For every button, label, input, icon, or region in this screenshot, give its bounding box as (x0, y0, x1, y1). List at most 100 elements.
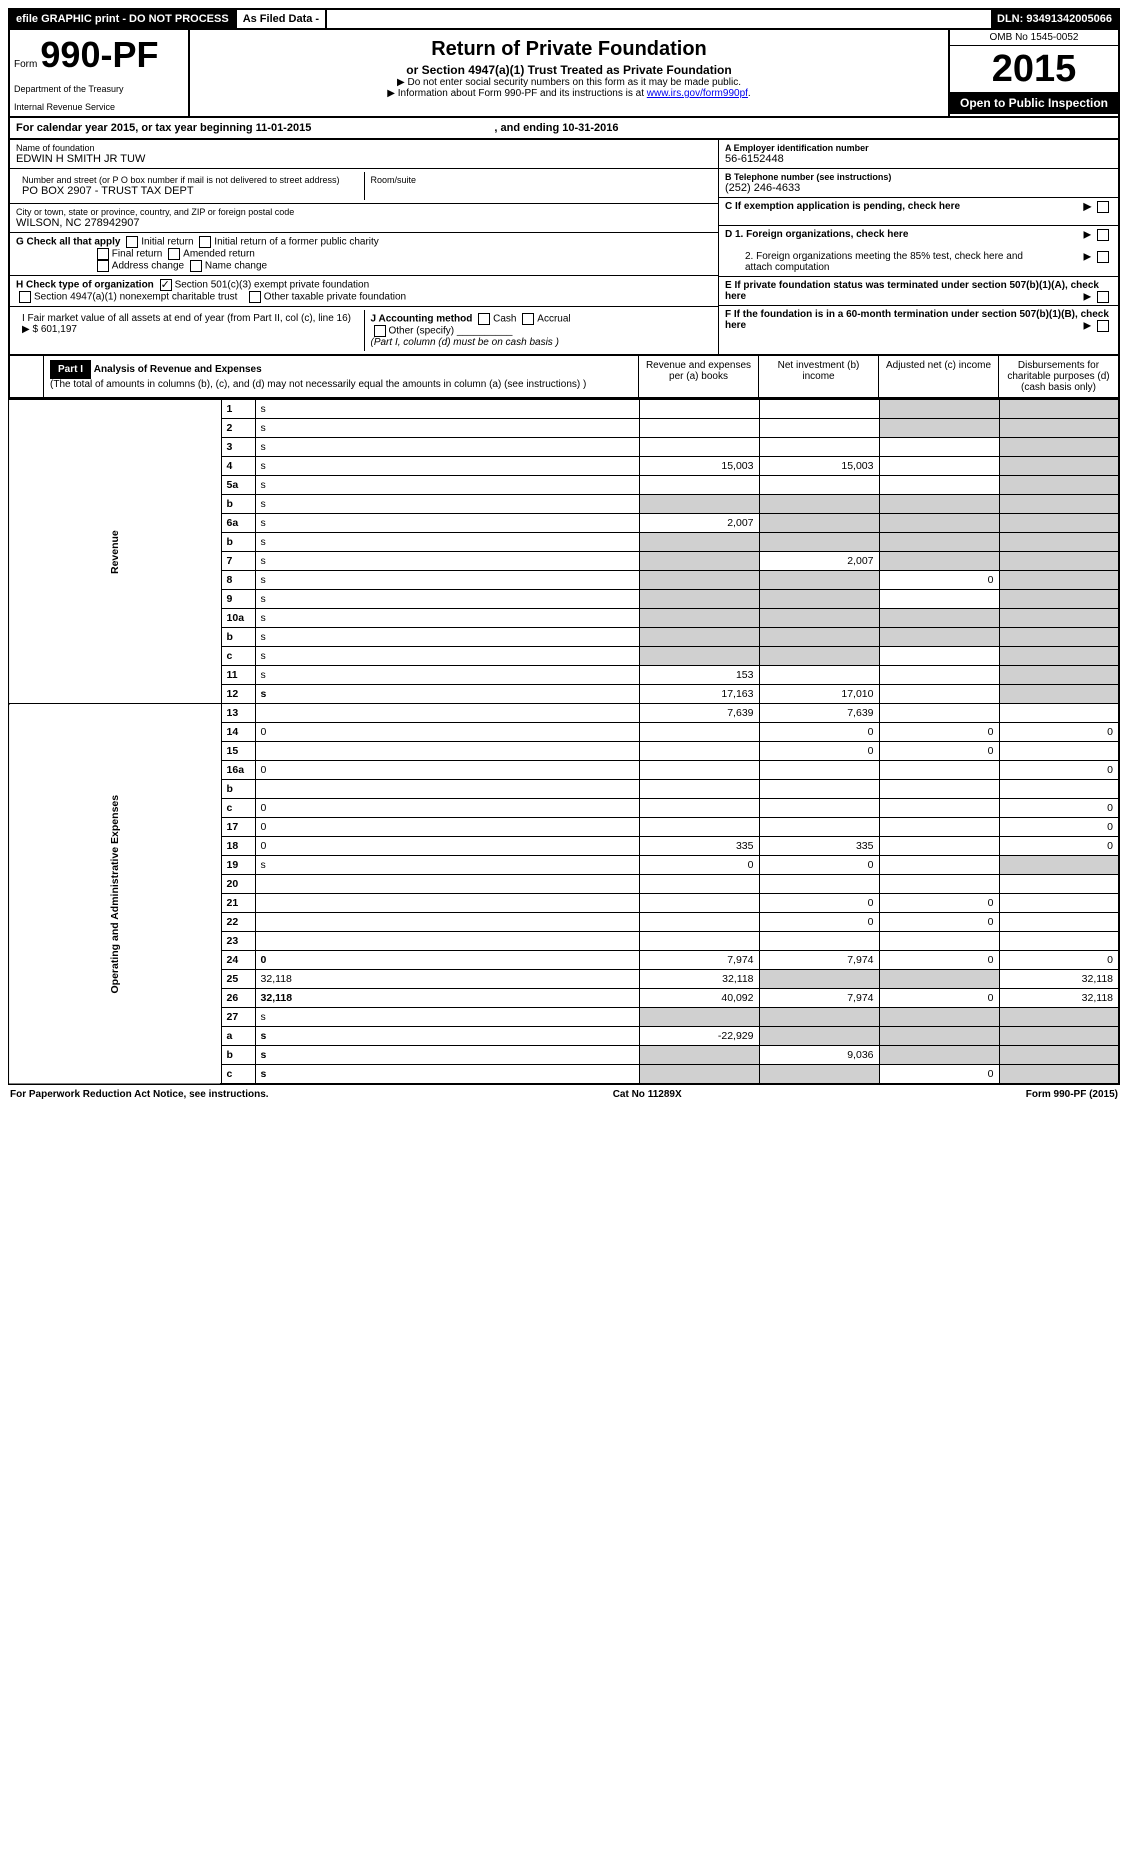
dln-label: DLN: (997, 13, 1023, 25)
cell-d (999, 780, 1119, 799)
cal-prefix: For calendar year 2015, or tax year begi… (16, 122, 256, 134)
cell-c (879, 856, 999, 875)
line-description (255, 875, 639, 894)
other-method-checkbox[interactable] (374, 325, 386, 337)
efile-topbar: efile GRAPHIC print - DO NOT PROCESS As … (8, 8, 1120, 30)
cell-b (759, 590, 879, 609)
cell-c (879, 875, 999, 894)
initial-return-checkbox[interactable] (126, 236, 138, 248)
line-description (255, 913, 639, 932)
amended-checkbox[interactable] (168, 248, 180, 260)
header-right: OMB No 1545-0052 2015 Open to Public Ins… (948, 30, 1118, 116)
ein-cell: A Employer identification number 56-6152… (719, 140, 1118, 169)
other-taxable-checkbox[interactable] (249, 291, 261, 303)
final-return-checkbox[interactable] (97, 248, 109, 260)
cell-a (639, 628, 759, 647)
line-number: 2 (221, 419, 255, 438)
line-description: s (255, 438, 639, 457)
cell-b (759, 495, 879, 514)
j-note: (Part I, column (d) must be on cash basi… (371, 337, 559, 348)
cell-b: 0 (759, 894, 879, 913)
cell-b (759, 780, 879, 799)
cell-d (999, 590, 1119, 609)
cell-b (759, 514, 879, 533)
line-number: 27 (221, 1008, 255, 1027)
line-number: 20 (221, 875, 255, 894)
cell-b: 335 (759, 837, 879, 856)
d2-checkbox[interactable] (1097, 251, 1109, 263)
line-description (255, 932, 639, 951)
tel-cell: B Telephone number (see instructions) (2… (719, 169, 1118, 198)
address-change-checkbox[interactable] (97, 260, 109, 272)
city-cell: City or town, state or province, country… (10, 204, 718, 233)
d1-checkbox[interactable] (1097, 229, 1109, 241)
e-cell: E If private foundation status was termi… (719, 277, 1118, 306)
e-checkbox[interactable] (1097, 291, 1109, 303)
street-address: PO BOX 2907 - TRUST TAX DEPT (22, 185, 358, 197)
line-description: s (255, 685, 639, 704)
line-description (255, 894, 639, 913)
cal-end: 10-31-2016 (562, 122, 618, 134)
cell-a: 7,974 (639, 951, 759, 970)
line-description: 0 (255, 723, 639, 742)
h-check-cell: H Check type of organization Section 501… (10, 276, 718, 307)
d2-label: 2. Foreign organizations meeting the 85%… (725, 251, 1035, 273)
line-description: s (255, 1027, 639, 1046)
j-col: J Accounting method Cash Accrual Other (… (365, 310, 713, 351)
line-description: 0 (255, 799, 639, 818)
form-prefix: Form (14, 59, 37, 70)
line-description: s (255, 590, 639, 609)
j-cash: Cash (493, 314, 516, 325)
line-description: s (255, 856, 639, 875)
cell-c (879, 628, 999, 647)
form-subtitle: or Section 4947(a)(1) Trust Treated as P… (196, 63, 942, 77)
f-cell: F If the foundation is in a 60-month ter… (719, 306, 1118, 334)
cell-c (879, 476, 999, 495)
accrual-checkbox[interactable] (522, 313, 534, 325)
line-number: 19 (221, 856, 255, 875)
line-number: 18 (221, 837, 255, 856)
cell-d (999, 571, 1119, 590)
cell-a (639, 723, 759, 742)
cell-c: 0 (879, 989, 999, 1008)
cell-d (999, 609, 1119, 628)
cell-d (999, 628, 1119, 647)
line-number: 24 (221, 951, 255, 970)
line-description: s (255, 457, 639, 476)
501c3-checkbox[interactable] (160, 279, 172, 291)
room-col: Room/suite (365, 172, 713, 200)
cell-b: 9,036 (759, 1046, 879, 1065)
part1-title: Analysis of Revenue and Expenses (94, 364, 262, 375)
cell-c (879, 457, 999, 476)
cell-d (999, 875, 1119, 894)
line-description: s (255, 1046, 639, 1065)
f-checkbox[interactable] (1097, 320, 1109, 332)
cell-c (879, 666, 999, 685)
line-description: s (255, 419, 639, 438)
c-cell: C If exemption application is pending, c… (719, 198, 1118, 226)
g-opt-2: Final return (112, 249, 163, 260)
tax-year: 2015 (950, 46, 1118, 92)
cell-d (999, 1065, 1119, 1085)
line-number: b (221, 533, 255, 552)
irs-link[interactable]: www.irs.gov/form990pf (647, 88, 748, 99)
cell-d (999, 932, 1119, 951)
cell-c (879, 761, 999, 780)
cash-checkbox[interactable] (478, 313, 490, 325)
calendar-year-row: For calendar year 2015, or tax year begi… (8, 118, 1120, 140)
cell-a (639, 552, 759, 571)
name-change-checkbox[interactable] (190, 260, 202, 272)
cell-b: 7,974 (759, 989, 879, 1008)
cell-a: 15,003 (639, 457, 759, 476)
form-ref: Form 990-PF (2015) (1026, 1089, 1118, 1100)
cell-d (999, 1027, 1119, 1046)
c-checkbox[interactable] (1097, 201, 1109, 213)
cell-c (879, 419, 999, 438)
j-other: Other (specify) (389, 326, 455, 337)
line-description: 0 (255, 951, 639, 970)
cell-b (759, 647, 879, 666)
4947-checkbox[interactable] (19, 291, 31, 303)
omb-number: OMB No 1545-0052 (950, 30, 1118, 46)
cell-c (879, 609, 999, 628)
initial-former-checkbox[interactable] (199, 236, 211, 248)
